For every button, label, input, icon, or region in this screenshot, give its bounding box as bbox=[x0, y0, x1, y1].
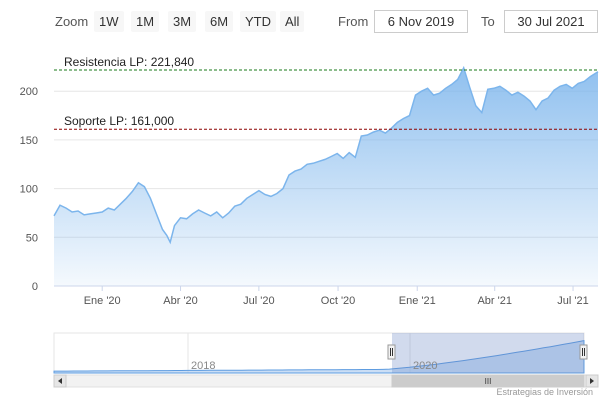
y-tick-label: 200 bbox=[20, 86, 38, 98]
resistance-label: Resistencia LP: 221,840 bbox=[64, 55, 194, 69]
scrollbar-grip: III bbox=[485, 377, 492, 386]
arrow-left-icon bbox=[58, 378, 62, 384]
y-tick-label: 50 bbox=[26, 232, 38, 244]
plot-lines: Resistencia LP: 221,840 Soporte LP: 161,0… bbox=[54, 55, 598, 130]
support-label: Soporte LP: 161,000 bbox=[64, 114, 174, 128]
x-tick-label: Abr '21 bbox=[477, 295, 512, 307]
zoom-1w-button[interactable]: 1W bbox=[94, 11, 124, 32]
x-tick-label: Jul '20 bbox=[243, 295, 274, 307]
navigator-series bbox=[53, 339, 585, 374]
x-tick-label: Abr '20 bbox=[163, 295, 198, 307]
y-tick-label: 100 bbox=[20, 184, 38, 196]
navigator: 2018 2020 bbox=[53, 332, 588, 374]
navigator-handle-left[interactable] bbox=[387, 344, 396, 360]
from-label: From bbox=[338, 14, 369, 29]
price-area bbox=[54, 67, 598, 286]
zoom-label: Zoom bbox=[55, 14, 89, 29]
x-tick-label: Oct '20 bbox=[321, 295, 356, 307]
navigator-selection-mask[interactable] bbox=[392, 333, 584, 373]
zoom-all-button[interactable]: All bbox=[280, 11, 305, 32]
y-axis: 0 50 100 150 200 bbox=[20, 86, 38, 293]
x-axis: Ene '20 Abr '20 Jul '20 Oct '20 Ene '21 Abr '… bbox=[84, 286, 589, 307]
credits-label: Estrategias de Inversión bbox=[496, 387, 593, 397]
navigator-label-2018: 2018 bbox=[191, 360, 215, 372]
zoom-ytd-button[interactable]: YTD bbox=[240, 11, 276, 32]
y-tick-label: 150 bbox=[20, 135, 38, 147]
x-tick-label: Ene '21 bbox=[399, 295, 436, 307]
range-selector: Zoom 1W 1M 3M 6M YTD All From 6 Nov 2019… bbox=[0, 0, 607, 44]
zoom-1m-button[interactable]: 1M bbox=[131, 11, 160, 32]
x-tick-label: Ene '20 bbox=[84, 295, 121, 307]
x-tick-label: Jul '21 bbox=[557, 295, 588, 307]
y-tick-label: 0 bbox=[32, 281, 38, 293]
from-date-input[interactable]: 6 Nov 2019 bbox=[374, 10, 468, 33]
navigator-handle-right[interactable] bbox=[579, 344, 588, 360]
zoom-6m-button[interactable]: 6M bbox=[205, 11, 234, 32]
price-line bbox=[53, 65, 599, 245]
scrollbar-thumb[interactable] bbox=[391, 374, 585, 388]
to-label: To bbox=[481, 14, 495, 29]
arrow-right-icon bbox=[590, 378, 594, 384]
to-date-input[interactable]: 30 Jul 2021 bbox=[504, 10, 598, 33]
navigator-label-2020: 2020 bbox=[413, 360, 437, 372]
zoom-3m-button[interactable]: 3M bbox=[168, 11, 197, 32]
scrollbar[interactable]: III bbox=[53, 374, 599, 388]
